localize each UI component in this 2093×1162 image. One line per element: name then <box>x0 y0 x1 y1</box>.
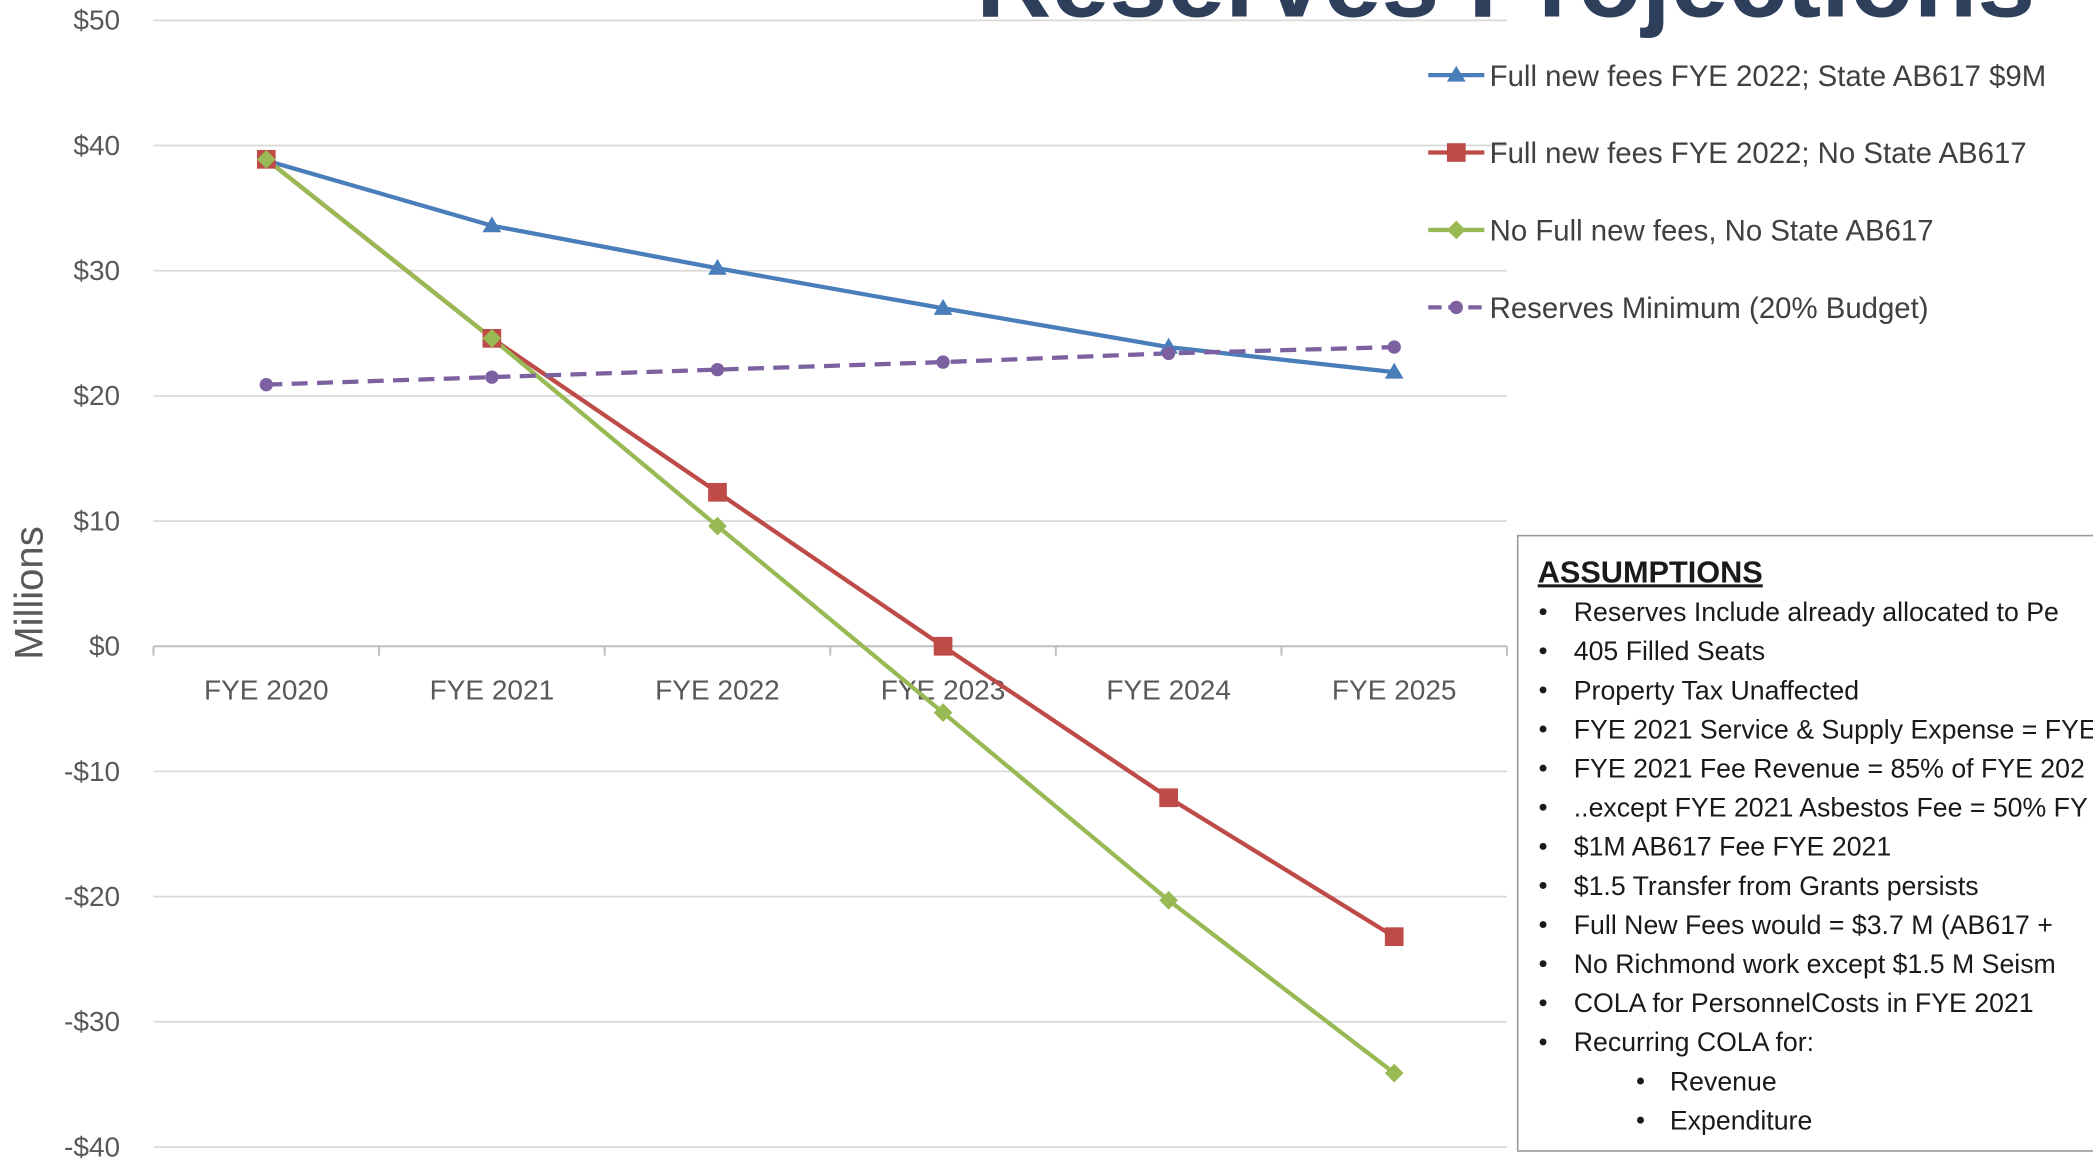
point <box>936 355 950 369</box>
assumptions-title: ASSUMPTIONS <box>1538 554 1763 589</box>
bullet <box>1637 1077 1644 1085</box>
assumption-item: ..except FYE 2021 Asbestos Fee = 50% FY <box>1574 793 2088 823</box>
point <box>1387 340 1401 354</box>
y-tick-label: $40 <box>73 130 120 161</box>
legend-marker <box>1446 65 1466 82</box>
x-tick-label: FYE 2025 <box>1332 675 1457 706</box>
bullet <box>1539 999 1547 1007</box>
point <box>933 636 953 656</box>
series-line <box>265 158 1395 375</box>
assumption-item: 405 Filled Seats <box>1574 636 1765 666</box>
point <box>708 482 727 502</box>
assumption-item: COLA for PersonnelCosts in FYE 2021 <box>1574 988 2034 1018</box>
point <box>1384 362 1404 379</box>
point <box>1384 1063 1404 1083</box>
assumption-item: Full New Fees would = $3.7 M (AB617 + <box>1574 910 2053 940</box>
y-tick-label: -$30 <box>64 1006 120 1037</box>
bullet <box>1637 1116 1644 1124</box>
assumption-item: $1.5 Transfer from Grants persists <box>1574 871 1979 901</box>
point <box>933 703 953 722</box>
assumption-item: FYE 2021 Fee Revenue = 85% of FYE 202 <box>1574 753 2085 783</box>
series-line <box>266 344 1395 387</box>
bullet <box>1539 608 1547 616</box>
x-tick-label: FYE 2021 <box>430 675 555 706</box>
assumption-subitem: Expenditure <box>1670 1105 1812 1135</box>
legend-label: No Full new fees, No State AB617 <box>1490 215 1934 248</box>
legend-marker <box>1449 300 1463 315</box>
x-tick-label: FYE 2020 <box>204 675 329 706</box>
y-tick-label: $20 <box>73 380 120 411</box>
y-tick-label: $50 <box>73 5 120 36</box>
assumption-item: No Richmond work except $1.5 M Seism <box>1574 949 2056 979</box>
bullet <box>1539 921 1547 929</box>
x-tick-label: FYE 2024 <box>1106 675 1231 706</box>
point <box>708 516 727 536</box>
series-line <box>264 157 1396 939</box>
bullet <box>1539 647 1547 655</box>
assumptions-box <box>1516 534 2093 1152</box>
point <box>1384 927 1404 947</box>
point <box>485 370 499 384</box>
bullet <box>1539 960 1547 968</box>
bullet <box>1539 725 1547 733</box>
bullet <box>1539 764 1547 772</box>
point <box>482 328 502 348</box>
point <box>1159 788 1178 808</box>
bullet <box>1539 803 1547 811</box>
y-tick-label: -$20 <box>64 881 120 912</box>
legend-label: Full new fees FYE 2022; State AB617 $9M <box>1490 60 2047 93</box>
legend-label: Full new fees FYE 2022; No State AB617 <box>1490 137 2027 170</box>
legend-marker <box>1446 220 1466 240</box>
y-axis-label: Millions <box>8 526 52 659</box>
point <box>256 149 276 169</box>
assumption-subitem: Revenue <box>1670 1066 1777 1096</box>
point <box>482 216 502 233</box>
assumption-item: Property Tax Unaffected <box>1574 675 1859 705</box>
point <box>259 377 273 392</box>
y-tick-label: $0 <box>89 631 120 662</box>
series-line <box>264 157 1396 1075</box>
assumption-item: Recurring COLA for: <box>1574 1027 1814 1057</box>
legend-label: Reserves Minimum (20% Budget) <box>1490 292 1929 325</box>
y-tick-label: $10 <box>73 505 120 536</box>
bullet <box>1539 1038 1547 1046</box>
assumption-item: Reserves Include already allocated to Pe <box>1574 597 2059 627</box>
x-tick-label: FYE 2022 <box>655 675 780 706</box>
point <box>708 258 727 275</box>
assumption-item: FYE 2021 Service & Supply Expense = FYE <box>1574 714 2093 744</box>
bullet <box>1539 882 1547 889</box>
point <box>710 362 725 377</box>
bullet <box>1539 686 1547 694</box>
y-tick-label: -$10 <box>64 756 120 787</box>
legend-marker <box>1446 143 1466 162</box>
point <box>1159 891 1178 910</box>
point <box>933 298 953 315</box>
y-tick-label: $30 <box>73 255 120 286</box>
point <box>1161 346 1176 361</box>
bullet <box>1539 842 1547 850</box>
y-tick-label: -$40 <box>64 1131 120 1162</box>
assumption-item: $1M AB617 Fee FYE 2021 <box>1574 832 1891 862</box>
